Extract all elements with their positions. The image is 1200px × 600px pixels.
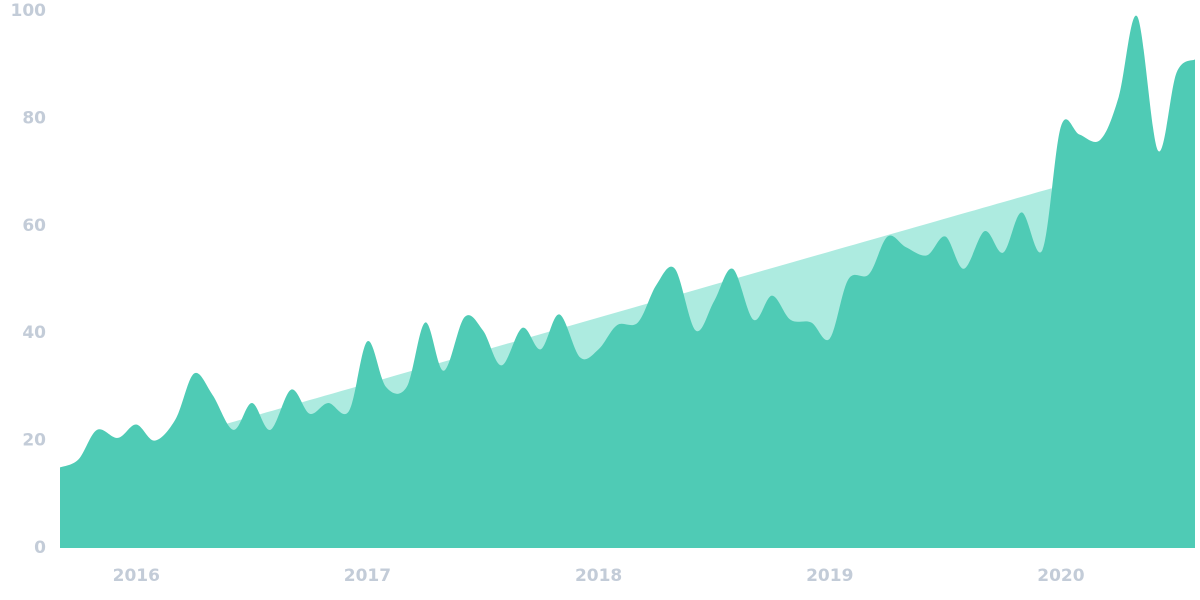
x-tick-label: 2020 [1037, 566, 1084, 586]
y-tick-label: 40 [22, 323, 46, 343]
x-tick-label: 2019 [806, 566, 853, 586]
x-tick-label: 2017 [344, 566, 391, 586]
y-tick-label: 80 [22, 108, 46, 128]
x-tick-label: 2016 [113, 566, 160, 586]
area [60, 15, 1195, 548]
x-tick-label: 2018 [575, 566, 622, 586]
y-tick-label: 60 [22, 216, 46, 236]
y-tick-label: 20 [22, 431, 46, 451]
y-tick-label: 100 [11, 1, 47, 21]
y-tick-label: 0 [34, 538, 46, 558]
